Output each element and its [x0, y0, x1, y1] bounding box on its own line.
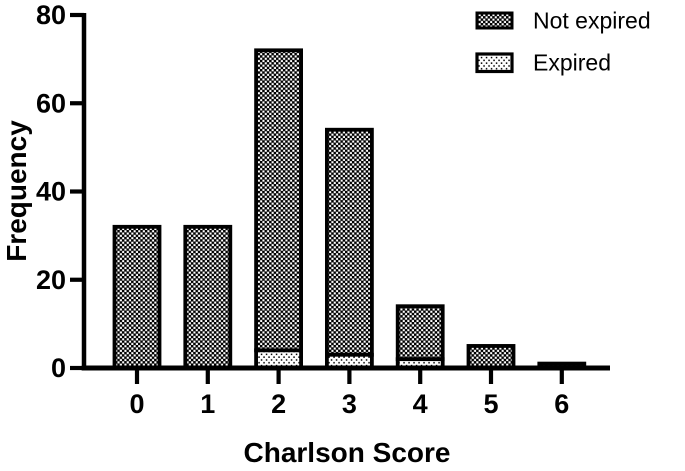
x-tick-label-0: 0: [129, 389, 144, 419]
x-tick-label-3: 3: [342, 389, 357, 419]
y-axis-title: Frequency: [1, 120, 32, 262]
x-axis-ticks-group: 0 1 2 3 4 5 6: [129, 370, 569, 419]
bar-segment-expired-score-2: [254, 348, 304, 370]
x-tick-label-5: 5: [483, 389, 498, 419]
bar-segment-not-expired-score-2: [254, 48, 304, 353]
x-axis-title: Charlson Score: [244, 437, 451, 468]
legend-label-expired: Expired: [533, 50, 611, 76]
legend: Not expired Expired: [475, 8, 651, 76]
x-tick-label-1: 1: [200, 389, 215, 419]
legend-swatch-not-expired: [475, 11, 514, 30]
legend-swatch-expired: [475, 52, 514, 74]
bars-group: [112, 48, 587, 370]
legend-label-not-expired: Not expired: [533, 8, 651, 34]
x-tick-label-6: 6: [554, 389, 569, 419]
y-tick-label-60: 60: [36, 88, 66, 118]
bar-segment-not-expired-score-4: [395, 304, 445, 362]
bar-segment-not-expired-score-1: [183, 224, 233, 370]
y-tick-label-0: 0: [51, 353, 66, 383]
y-axis-ticks-group: 0 20 40 60 80: [36, 0, 84, 383]
y-tick-label-40: 40: [36, 177, 66, 207]
x-tick-label-2: 2: [271, 389, 286, 419]
bar-segment-not-expired-score-5: [466, 344, 516, 370]
bar-segment-not-expired-score-0: [112, 224, 162, 370]
y-tick-label-80: 80: [36, 0, 66, 30]
bar-segment-not-expired-score-3: [324, 127, 374, 357]
y-tick-label-20: 20: [36, 265, 66, 295]
x-tick-label-4: 4: [413, 389, 428, 419]
